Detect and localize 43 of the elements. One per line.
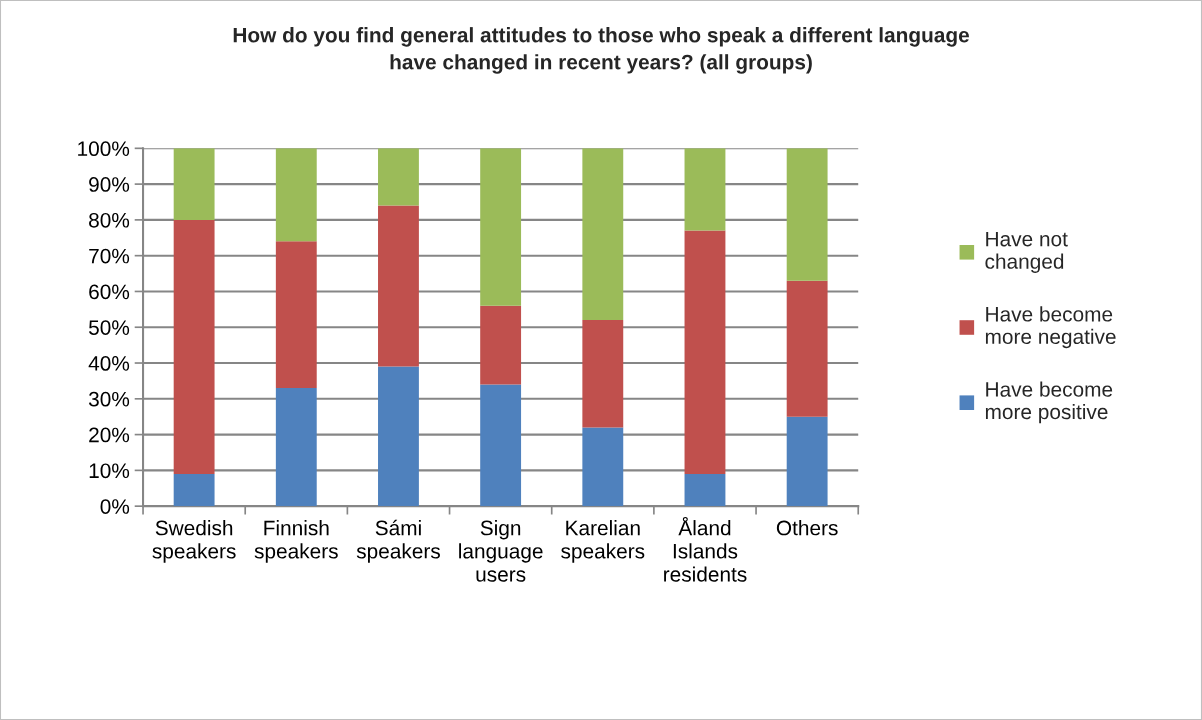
bar: [582, 427, 624, 507]
y-tick-label: 0%: [100, 499, 130, 514]
bar: [684, 473, 726, 507]
x-tick-label: Swedish speakers: [152, 520, 236, 563]
y-tick-label: 100%: [78, 141, 130, 157]
bar: [684, 230, 726, 474]
chart-title: How do you find general attitudes to those who speak a different language have changed in recent years? (all groups): [233, 27, 969, 74]
y-tick-label: 90%: [89, 177, 130, 192]
x-tick-label: Åland Islands residents: [664, 516, 747, 582]
bar: [378, 148, 419, 206]
x-tick-label: Finnish speakers: [254, 520, 338, 563]
y-tick-label: 50%: [88, 320, 130, 335]
bar: [275, 241, 317, 389]
bar: [173, 473, 215, 507]
bar: [582, 320, 624, 428]
x-tick-label: Karelian speakers: [561, 520, 645, 563]
x-tick-label: Others: [776, 520, 838, 536]
legend-label: Have become more positive: [985, 381, 1113, 424]
bar: [275, 148, 317, 242]
y-tick-label: 20%: [89, 427, 130, 443]
y-tick-label: 30%: [88, 391, 130, 407]
bar: [786, 280, 828, 417]
bar: [480, 305, 522, 385]
bar: [786, 148, 828, 281]
bar: [173, 148, 215, 220]
bar: [378, 205, 419, 367]
y-tick-label: 70%: [89, 248, 130, 264]
x-tick-label: Sign language users: [459, 520, 543, 582]
x-tick-label: Sámi speakers: [356, 519, 440, 563]
y-tick-label: 60%: [89, 284, 130, 300]
bar: [173, 219, 215, 474]
bar: [582, 148, 624, 321]
bar: [378, 366, 419, 507]
y-tick-label: 10%: [89, 463, 130, 479]
bar: [480, 384, 522, 507]
bar: [480, 148, 522, 306]
legend-label: Have not changed: [985, 231, 1068, 273]
y-tick-label: 80%: [89, 212, 130, 228]
bar: [786, 416, 828, 507]
legend-label: Have become more negative: [985, 306, 1116, 349]
bar: [684, 148, 726, 231]
bar: [275, 388, 317, 507]
y-tick-label: 40%: [88, 356, 130, 371]
